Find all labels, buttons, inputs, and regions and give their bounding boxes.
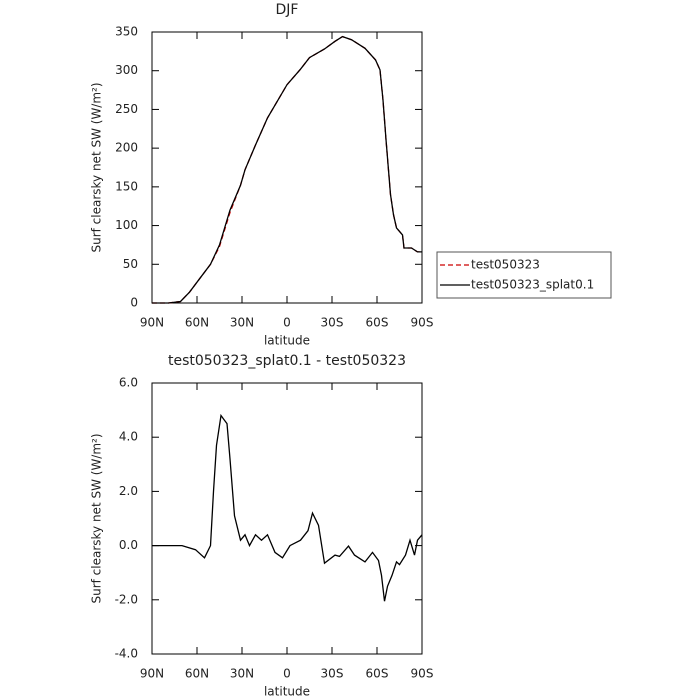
x-axis-label: latitude xyxy=(264,685,310,699)
data-line xyxy=(152,35,422,304)
x-tick-label: 0 xyxy=(283,667,291,681)
x-tick-label: 30N xyxy=(230,316,254,330)
x-tick-label: 0 xyxy=(283,316,291,330)
x-tick-label: 90N xyxy=(140,667,164,681)
x-tick-label: 60N xyxy=(185,316,209,330)
x-tick-label: 60S xyxy=(366,316,389,330)
y-axis-label: Surf clearsky net SW (W/m²) xyxy=(90,433,104,603)
y-tick-label: -2.0 xyxy=(115,592,138,606)
y-tick-label: 350 xyxy=(115,25,138,39)
x-tick-label: 90N xyxy=(140,316,164,330)
x-tick-label: 60N xyxy=(185,667,209,681)
y-tick-label: -4.0 xyxy=(115,647,138,661)
plot-frame xyxy=(151,382,423,655)
legend-label: test050323_splat0.1 xyxy=(471,278,594,292)
x-tick-label: 90S xyxy=(411,316,434,330)
x-tick-label: 30S xyxy=(321,667,344,681)
legend-label: test050323 xyxy=(471,258,540,272)
x-axis-label: latitude xyxy=(264,334,310,348)
data-line xyxy=(152,413,423,602)
y-tick-label: 6.0 xyxy=(119,376,138,390)
x-tick-label: 30N xyxy=(230,667,254,681)
y-tick-label: 200 xyxy=(115,141,138,155)
y-tick-label: 50 xyxy=(123,257,138,271)
x-tick-label: 30S xyxy=(321,316,344,330)
chart-title: DJF xyxy=(276,2,299,18)
y-tick-label: 300 xyxy=(115,63,138,77)
y-tick-label: 100 xyxy=(115,218,138,232)
y-tick-label: 2.0 xyxy=(119,484,138,498)
y-tick-label: 250 xyxy=(115,102,138,116)
y-axis-label: Surf clearsky net SW (W/m²) xyxy=(90,82,104,252)
plot-frame xyxy=(151,31,423,304)
x-tick-label: 90S xyxy=(411,667,434,681)
y-tick-label: 0 xyxy=(130,296,138,310)
y-tick-label: 0.0 xyxy=(119,538,138,552)
legend-box xyxy=(436,251,612,299)
data-line xyxy=(152,35,422,304)
chart-title: test050323_splat0.1 - test050323 xyxy=(168,353,406,369)
y-tick-label: 4.0 xyxy=(119,430,138,444)
x-tick-label: 60S xyxy=(366,667,389,681)
y-tick-label: 150 xyxy=(115,179,138,193)
